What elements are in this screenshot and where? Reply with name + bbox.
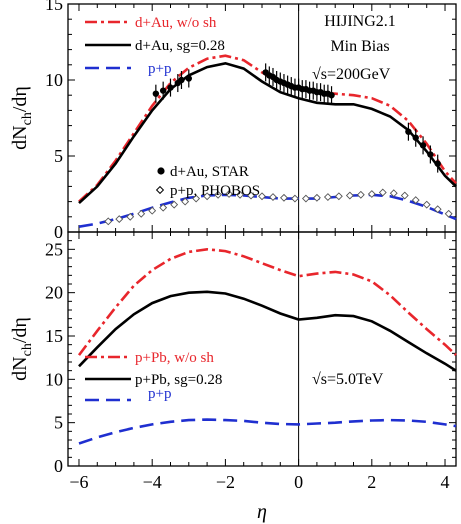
x-tick-label: 2 [367, 472, 376, 492]
legend-phobos-label: p+p, PHOBOS [170, 183, 260, 199]
series-line-0-2 [78, 193, 457, 228]
data-point-diamond [236, 190, 244, 199]
y-tick-label: 5 [54, 146, 63, 166]
y-tick-label: 5 [54, 413, 63, 433]
y-tick-label: 0 [54, 222, 63, 242]
data-point-diamond [378, 188, 387, 197]
legend-phobos-marker [155, 185, 165, 195]
annotation-energy-top-energy: =200GeV [327, 66, 391, 83]
data-point-diamond [258, 192, 266, 201]
legend-star-label: d+Au, STAR [170, 164, 249, 180]
data-point-diamond [225, 190, 233, 198]
data-point-diamond [280, 193, 288, 202]
data-point [419, 142, 427, 149]
series-line-1-0 [77, 247, 457, 357]
data-point [167, 84, 174, 91]
data-point-diamond [312, 193, 321, 202]
y-axis-label: dNch/dη [9, 317, 35, 381]
y-axis-label-sub: ch [20, 112, 35, 125]
data-point-diamond [334, 192, 343, 201]
y-tick-label: 10 [45, 369, 63, 389]
annotation-energy-bottom-sqrt: √s [312, 371, 327, 388]
data-point-diamond [115, 215, 124, 224]
data-point [412, 134, 419, 141]
legend-top-item-2-label: p+p [148, 61, 171, 77]
data-point [159, 87, 167, 94]
y-tick-label: 20 [45, 283, 63, 303]
data-point-diamond [323, 193, 332, 201]
x-tick-label: 0 [294, 472, 303, 492]
data-point [328, 92, 335, 99]
data-point-diamond [126, 212, 135, 221]
data-point-diamond [389, 189, 398, 198]
legend-bottom-item-0-label: p+Pb, w/o sh [135, 350, 214, 366]
legend-bottom-item-2-label: p+p [148, 386, 171, 402]
data-point [405, 128, 412, 135]
series-line-1-1 [78, 290, 457, 372]
y-tick-label: 0 [54, 456, 63, 476]
annotation-model: HIJING2.1 [324, 13, 396, 30]
legend-top-item-1-label: d+Au, sg=0.28 [135, 38, 225, 54]
data-point [434, 160, 441, 167]
annotation-energy-bottom: √s=5.0TeV [312, 371, 384, 388]
data-point-diamond [181, 197, 190, 206]
y-axis-label-tail: /dη [9, 317, 31, 343]
data-point-diamond [247, 191, 255, 200]
data-point [185, 75, 192, 82]
data-point-diamond [148, 206, 157, 215]
data-point-diamond [433, 205, 442, 214]
data-point-diamond [214, 190, 223, 199]
x-axis-label: η [257, 501, 267, 523]
panel-bottom: 0 5 10 15 20 25 −6 −4 −2 0 2 4 η dNch/dη p+Pb, w/o sh p… [9, 231, 457, 523]
data-point-diamond [356, 190, 365, 199]
annotation-energy-top: √s=200GeV [312, 66, 391, 83]
data-point-diamond [137, 209, 146, 218]
legend-top-item-0-label: d+Au, w/o sh [135, 15, 217, 31]
data-point-diamond [192, 194, 201, 203]
data-point-diamond [291, 194, 299, 203]
y-tick-label: 15 [45, 0, 63, 14]
x-tick-label: −2 [216, 472, 235, 492]
y-axis-label-main: dN [9, 125, 31, 149]
y-axis-label-main: dN [9, 356, 31, 380]
panel-top: 0 5 10 15 dNch/dη d+Au, w/o sh d+Au, sg=0.28 p+… [9, 0, 457, 242]
legend-bottom-item-1-label: p+Pb, sg=0.28 [135, 372, 222, 388]
data-point [178, 76, 185, 84]
data-point-diamond [400, 191, 409, 200]
y-axis-label-tail: /dη [9, 86, 31, 112]
x-tick-label: 4 [441, 472, 450, 492]
data-point-diamond [301, 194, 310, 203]
data-point-diamond [444, 209, 453, 218]
y-axis-label-sub: ch [20, 343, 35, 356]
data-point [152, 90, 160, 97]
data-point-diamond [422, 200, 431, 209]
legend-star-marker [157, 167, 165, 175]
data-point-diamond [104, 217, 113, 226]
series-line-1-2 [78, 418, 457, 445]
data-point-diamond [159, 203, 168, 212]
y-axis-label: dNch/dη [9, 86, 35, 150]
y-tick-label: 10 [45, 70, 63, 90]
annotation-centrality: Min Bias [330, 38, 389, 55]
data-point-diamond [203, 192, 212, 201]
y-tick-label: 25 [45, 239, 63, 259]
series-line-0-1 [78, 61, 457, 205]
x-tick-label: −4 [143, 472, 162, 492]
data-point-diamond [411, 196, 420, 205]
data-point-diamond [367, 190, 376, 198]
x-tick-label: −6 [69, 472, 88, 492]
y-tick-label: 15 [45, 326, 63, 346]
data-point-diamond [269, 193, 277, 201]
data-point-diamond [345, 191, 354, 200]
data-point-diamond [170, 200, 179, 209]
annotation-energy-top-sqrt: √s [312, 66, 327, 83]
annotation-energy-bottom-energy: =5.0TeV [327, 371, 384, 388]
data-point [427, 151, 434, 158]
